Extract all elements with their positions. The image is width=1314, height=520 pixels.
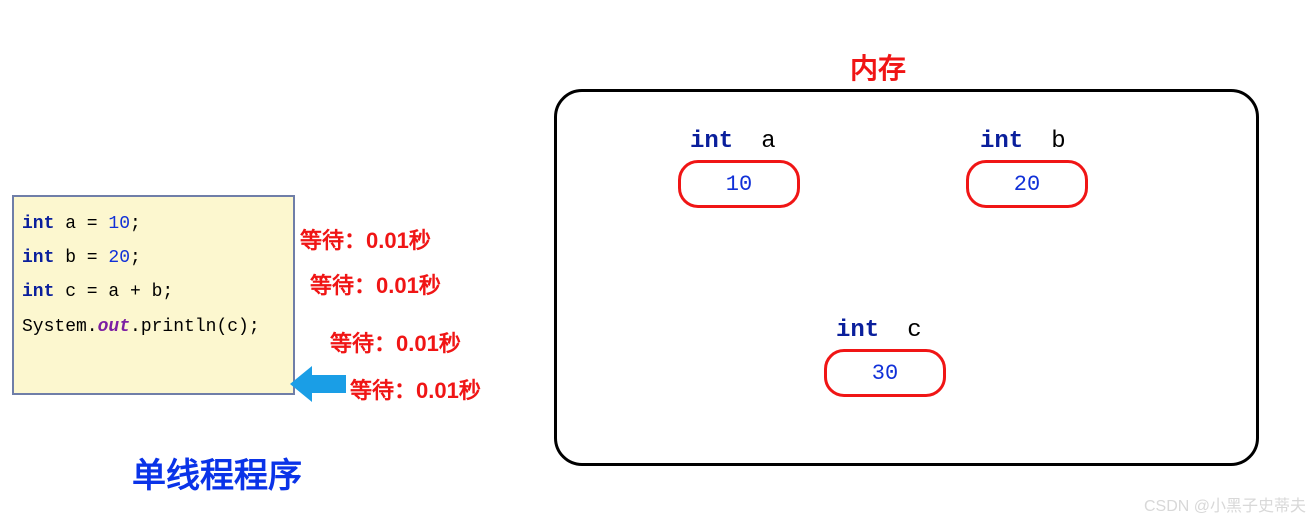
keyword-int: int [22, 282, 54, 302]
memory-box [554, 89, 1259, 466]
bottom-title: 单线程程序 [132, 448, 302, 497]
code-line-1: int a = 10; [22, 207, 285, 241]
keyword-int: int [22, 214, 54, 234]
wait-label-3: 等待：0.01秒 [330, 326, 461, 358]
var-b-value-box: 20 [966, 160, 1088, 208]
code-box: int a = 10; int b = 20; int c = a + b; S… [12, 195, 295, 395]
var-c-value: 30 [872, 361, 898, 386]
var-a-label: inta [690, 128, 776, 155]
wait-label-4: 等待：0.01秒 [350, 373, 481, 405]
arrow-left-icon [290, 366, 346, 402]
wait-label-1: 等待：0.01秒 [300, 223, 431, 255]
watermark: CSDN @小黑子史蒂夫 [1144, 492, 1306, 516]
memory-title: 内存 [850, 47, 906, 87]
var-b-label: intb [980, 128, 1066, 155]
out-italic: out [98, 317, 130, 337]
code-line-2: int b = 20; [22, 241, 285, 275]
var-a-value-box: 10 [678, 160, 800, 208]
wait-label-2: 等待：0.01秒 [310, 268, 441, 300]
code-line-3: int c = a + b; [22, 275, 285, 309]
code-line-4: System.out.println(c); [22, 310, 285, 344]
var-c-value-box: 30 [824, 349, 946, 397]
var-a-value: 10 [726, 172, 752, 197]
var-c-label: intc [836, 317, 922, 344]
var-b-value: 20 [1014, 172, 1040, 197]
keyword-int: int [22, 248, 54, 268]
